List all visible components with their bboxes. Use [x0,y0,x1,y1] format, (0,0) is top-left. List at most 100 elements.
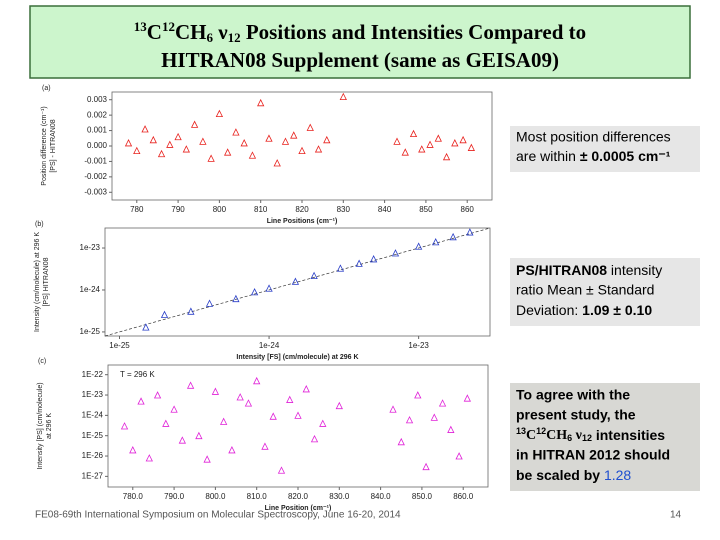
plot-area [107,364,489,488]
point [302,385,310,393]
note-line: are within ± 0.0005 cm⁻¹ [516,148,671,164]
point [157,149,166,158]
note-bold: ± 0.0005 cm⁻¹ [580,148,671,164]
point [459,135,467,144]
point [195,431,203,440]
point [393,137,401,145]
x-tick-label: 790 [171,205,185,214]
note-text: ν [572,428,583,443]
point [314,145,323,153]
x-tick-label: 810 [254,205,268,214]
x-axis-label: Intensity [FS] (cm/molecule) at 296 K [236,354,358,361]
point [137,397,145,405]
x-tick-label: 800 [213,205,227,214]
point [120,422,129,430]
note-sub: 6 [567,433,572,443]
point [306,123,314,131]
point [432,237,440,246]
point [414,391,422,399]
point [466,228,474,236]
point [257,98,265,107]
point [220,417,228,425]
note-line: To agree with the [516,387,630,403]
x-axis-label: Line Position (cm⁻¹) [265,505,332,512]
note-line: present study, the [516,407,636,423]
point [389,405,397,413]
point [414,242,423,250]
footer: FE08-69th International Symposium on Mol… [35,510,401,521]
note-group: To agree with the present study, the 13C… [516,387,670,483]
note-text: be scaled by [516,467,604,483]
reference-line [104,227,491,337]
y-tick-label: 0.001 [87,126,108,135]
point [310,271,318,280]
title-part: ν [213,20,228,44]
point [281,137,290,145]
note-line: ratio Mean ± Standard [516,282,654,298]
panel-label: (b) [35,221,44,228]
point [124,139,133,147]
point [199,137,207,145]
point [422,462,430,471]
point [409,129,418,138]
point [129,446,137,454]
title-sub: 6 [206,30,213,45]
y-axis-label: Intensity (cm/molecule) at 296 K [34,232,41,332]
note-text: are within [516,148,580,164]
x-tick-label: 850.0 [412,492,433,501]
panel-label: (a) [42,85,51,92]
x-tick-label: 800.0 [205,492,226,501]
point [142,323,150,331]
point [405,415,414,424]
note-line: be scaled by 1.28 [516,467,631,483]
point [203,455,211,463]
point [449,232,457,241]
y-axis-label: [PS] HITRAN08 [43,257,50,306]
note-text: CH [546,428,567,443]
x-tick-label: 1e-24 [259,341,280,350]
title-part: C [147,20,162,44]
y-tick-label: 1E-24 [82,410,104,419]
point [232,294,240,303]
point [397,437,405,446]
point [426,140,434,148]
x-tick-label: 1e-25 [109,341,130,350]
y-tick-label: 0.003 [87,95,108,104]
point [290,131,298,139]
note-sup: 12 [536,426,546,436]
title-box [29,5,691,79]
y-tick-label: 1E-27 [82,471,104,480]
point [319,419,327,427]
point [182,145,190,153]
point [166,140,174,148]
x-tick-label: 820 [295,205,309,214]
point [467,143,475,151]
point [162,419,170,427]
note-text: Deviation: [516,302,582,318]
note-line: in HITRAN 2012 should [516,447,670,463]
point [339,92,347,101]
point [187,307,195,315]
point [236,393,244,401]
y-tick-label: 1E-26 [82,451,104,460]
point [224,148,232,156]
point [248,151,257,159]
title-sup: 13 [134,19,148,34]
x-tick-label: 840 [378,205,392,214]
point [244,399,253,407]
point [298,146,306,155]
title-line1: 13C12CH6 ν12 Positions and Intensities C… [134,19,586,45]
point [430,413,438,421]
point [451,139,459,147]
x-tick-label: 840.0 [371,492,392,501]
annotation: T = 296 K [120,370,155,379]
point [240,139,248,147]
y-tick-label: 1E-25 [82,431,104,440]
panel-label: (c) [38,358,46,365]
y-tick-label: 1e-24 [80,285,101,294]
y-tick-label: 1E-22 [82,370,104,379]
point [153,391,162,399]
point [253,376,261,385]
point [291,277,300,285]
point [174,132,182,141]
